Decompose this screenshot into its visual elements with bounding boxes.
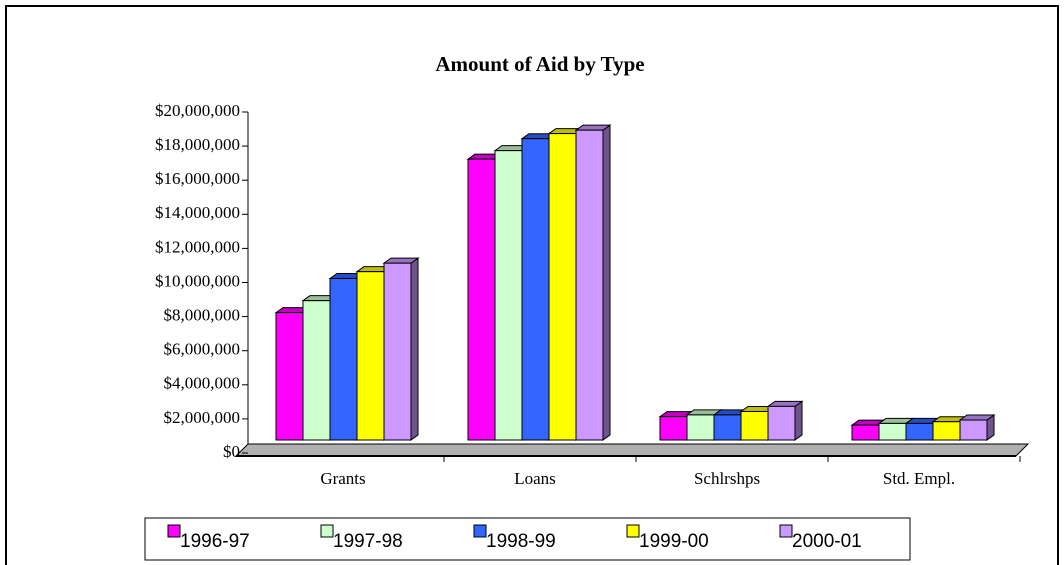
y-tick-label: $16,000,000 xyxy=(155,169,240,188)
legend-label: 2000-01 xyxy=(792,531,862,552)
y-tick-label: $4,000,000 xyxy=(164,374,241,393)
bar-face xyxy=(494,150,523,441)
y-tick-label: $20,000,000 xyxy=(155,101,240,120)
bar xyxy=(574,124,612,441)
y-tick-label: $0 xyxy=(223,442,240,461)
bar-face xyxy=(932,421,961,441)
x-tick-label: Loans xyxy=(514,469,556,488)
x-tick-label: Grants xyxy=(320,469,365,488)
bar-face xyxy=(575,129,604,441)
bar-face xyxy=(329,278,358,441)
bar-face xyxy=(905,422,934,441)
x-tick-label: Schlrshps xyxy=(694,469,760,488)
bar-face xyxy=(356,271,385,441)
y-tick-label: $8,000,000 xyxy=(164,306,241,325)
bar-face xyxy=(521,138,550,441)
legend-swatch xyxy=(320,524,334,538)
legend-label: 1999-00 xyxy=(639,531,709,552)
bar-face xyxy=(686,414,715,441)
bar-face xyxy=(574,124,612,131)
bar-face xyxy=(382,257,420,264)
bar-face xyxy=(275,312,304,441)
legend-swatch xyxy=(626,524,640,538)
bar-face xyxy=(659,416,688,441)
bar-face xyxy=(851,424,880,441)
bar-face xyxy=(767,405,796,441)
legend-label: 1998-99 xyxy=(486,531,556,552)
x-tick-label: Std. Empl. xyxy=(883,469,955,488)
legend-swatch xyxy=(473,524,487,538)
bar-face xyxy=(878,422,907,441)
y-tick-label: $18,000,000 xyxy=(155,135,240,154)
bar-face xyxy=(383,262,412,441)
bar-face xyxy=(410,257,419,441)
y-tick-label: $10,000,000 xyxy=(155,271,240,290)
chart-title: Amount of Aid by Type xyxy=(435,52,644,76)
y-tick-label: $12,000,000 xyxy=(155,237,240,256)
bar-face xyxy=(548,133,577,441)
legend-swatch xyxy=(167,524,181,538)
y-tick-label: $14,000,000 xyxy=(155,203,240,222)
y-tick-label: $2,000,000 xyxy=(164,408,241,427)
bar xyxy=(739,405,777,441)
floor xyxy=(234,443,1030,457)
bar-face xyxy=(766,400,804,407)
bar-face xyxy=(740,410,769,441)
bar xyxy=(382,257,420,441)
y-tick-label: $6,000,000 xyxy=(164,340,241,359)
bar xyxy=(766,400,804,441)
bar-face xyxy=(302,300,331,441)
bar-face xyxy=(959,419,988,441)
bar-face xyxy=(794,400,803,441)
bar xyxy=(958,414,996,441)
bar-face xyxy=(467,158,496,441)
bar-face xyxy=(602,124,611,441)
bar-face xyxy=(958,414,996,421)
legend-swatch xyxy=(779,524,793,538)
legend-label: 1996-97 xyxy=(180,531,250,552)
legend-label: 1997-98 xyxy=(333,531,403,552)
bar-face xyxy=(713,414,742,441)
